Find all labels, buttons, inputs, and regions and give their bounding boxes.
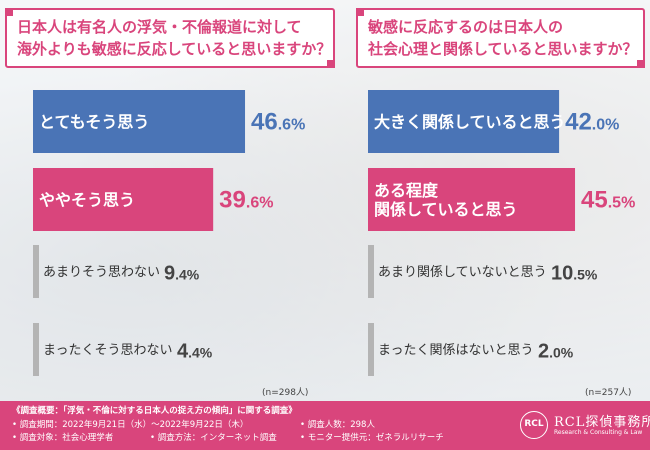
question-box-left: 日本人は有名人の浮気・不倫報道に対して 海外よりも敏感に反応していると思いますか… bbox=[5, 8, 335, 68]
value-label: 10.5% bbox=[551, 263, 598, 285]
bar bbox=[368, 168, 576, 231]
question-right-line-1: 敏感に反応するのは日本人の bbox=[368, 18, 564, 36]
corner-mark bbox=[356, 8, 364, 16]
category-label: あまり関係していないと思う bbox=[378, 265, 547, 280]
category-label: 大きく関係していると思う bbox=[374, 112, 566, 131]
value-label: 9.4% bbox=[164, 263, 200, 285]
bar bbox=[33, 245, 39, 298]
bar bbox=[368, 90, 560, 153]
value-label: 39.6% bbox=[219, 187, 273, 214]
value-label: 46.6% bbox=[251, 109, 305, 136]
category-label: まったくそう思わない bbox=[43, 343, 172, 358]
corner-mark bbox=[5, 8, 13, 16]
bar bbox=[368, 245, 374, 298]
bar bbox=[33, 168, 214, 231]
footer-count: • 調査人数：298人 bbox=[300, 420, 375, 430]
footer-title: 《調査概要：「浮気・不倫に対する日本人の捉え方の傾向」に関する調査》 bbox=[12, 406, 297, 416]
corner-mark bbox=[637, 60, 645, 68]
footer-method: • 調査方法：インターネット調査 bbox=[150, 433, 277, 443]
question-right-line-2: 社会心理と関係していると思いますか？ bbox=[368, 40, 638, 58]
company-logo: RCL RCL探偵事務所 Research & Consulting & Law bbox=[520, 409, 650, 443]
sample-size-label: (n=298人) bbox=[262, 387, 308, 398]
survey-footer: 《調査概要：「浮気・不倫に対する日本人の捉え方の傾向」に関する調査》 • 調査期… bbox=[0, 401, 650, 450]
question-left-line-2: 海外よりも敏感に反応していると思いますか？ bbox=[17, 40, 332, 58]
logo-name: RCL探偵事務所 bbox=[554, 415, 650, 430]
value-label: 4.4% bbox=[177, 341, 213, 363]
logo-subtitle: Research & Consulting & Law bbox=[554, 429, 643, 436]
bar bbox=[33, 90, 246, 153]
category-label: ある程度関係していると思う bbox=[374, 181, 518, 219]
value-label: 42.0% bbox=[565, 109, 619, 136]
footer-target: • 調査対象：社会心理学者 bbox=[12, 433, 114, 443]
footer-provider: • モニター提供元：ゼネラルリサーチ bbox=[300, 433, 444, 443]
question-box-right: 敏感に反応するのは日本人の 社会心理と関係していると思いますか？ bbox=[356, 8, 645, 68]
category-label: とてもそう思う bbox=[39, 112, 149, 131]
sample-size-label: (n=257人) bbox=[585, 387, 631, 398]
logo-mark: RCL bbox=[520, 411, 548, 439]
bar bbox=[33, 323, 39, 376]
category-label: まったく関係はないと思う bbox=[378, 343, 533, 358]
category-label: あまりそう思わない bbox=[43, 265, 160, 280]
question-left-line-1: 日本人は有名人の浮気・不倫報道に対して bbox=[17, 18, 302, 36]
value-label: 2.0% bbox=[538, 341, 574, 363]
value-label: 45.5% bbox=[581, 187, 635, 214]
footer-period: • 調査期間：2022年9月21日（水）～2022年9月22日（木） bbox=[12, 420, 249, 430]
bar bbox=[368, 323, 374, 376]
category-label: ややそう思う bbox=[39, 190, 135, 209]
corner-mark bbox=[327, 60, 335, 68]
